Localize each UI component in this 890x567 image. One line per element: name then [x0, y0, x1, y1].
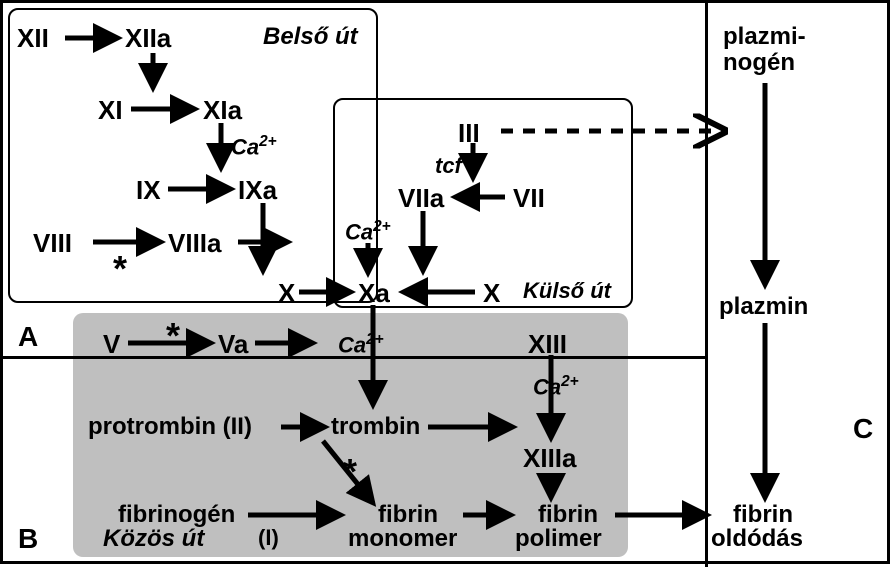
- node-trombin: trombin: [331, 413, 420, 441]
- node-XI: XI: [98, 95, 123, 126]
- node-plazminogen: plazmi-: [723, 23, 806, 51]
- node-fibrinogen2: (I): [258, 525, 279, 551]
- node-XIIa: XIIa: [125, 23, 171, 54]
- node-XIII: XIII: [528, 329, 567, 360]
- section-label-a: A: [18, 321, 38, 353]
- node-Ca4: Ca2+: [533, 373, 579, 400]
- node-plazmin: plazmin: [719, 293, 808, 321]
- node-fibrinmono2: monomer: [348, 525, 457, 553]
- node-Xleft: X: [278, 278, 295, 309]
- node-Ca2: Ca2+: [345, 218, 391, 245]
- node-tcf: tcf: [435, 153, 462, 179]
- node-plazminogen2: nogén: [723, 49, 795, 77]
- node-XII: XII: [17, 23, 49, 54]
- section-divider-vertical: [705, 3, 708, 567]
- node-XIIIa: XIIIa: [523, 443, 576, 474]
- node-IX: IX: [136, 175, 161, 206]
- node-protrombin: protrombin (II): [88, 413, 252, 441]
- node-VIII: VIII: [33, 228, 72, 259]
- node-star2: *: [166, 315, 180, 357]
- node-common: Közös út: [103, 525, 204, 553]
- node-IXa: IXa: [238, 175, 277, 206]
- node-fibrinpoli2: polimer: [515, 525, 602, 553]
- node-Xa: Xa: [358, 278, 390, 309]
- node-VII: VII: [513, 183, 545, 214]
- node-extrinsic: Külső út: [523, 278, 611, 304]
- node-V: V: [103, 329, 120, 360]
- node-III: III: [458, 118, 480, 149]
- node-star3: *: [343, 451, 357, 493]
- node-intrinsic: Belső út: [263, 23, 358, 51]
- node-Ca1: Ca2+: [231, 133, 277, 160]
- node-XIa: XIa: [203, 95, 242, 126]
- diagram-canvas: A B C XIIXIIaBelső útXIXIaCa2+IXIXaVIIIV…: [0, 0, 890, 564]
- node-Va: Va: [218, 329, 248, 360]
- section-label-b: B: [18, 523, 38, 555]
- node-star1: *: [113, 248, 127, 290]
- node-VIIIa: VIIIa: [168, 228, 221, 259]
- node-VIIa: VIIa: [398, 183, 444, 214]
- node-Xright: X: [483, 278, 500, 309]
- extrinsic-pathway-box: [333, 98, 633, 308]
- node-fibrinold2: oldódás: [711, 525, 803, 553]
- node-Ca3: Ca2+: [338, 331, 384, 358]
- section-label-c: C: [853, 413, 873, 445]
